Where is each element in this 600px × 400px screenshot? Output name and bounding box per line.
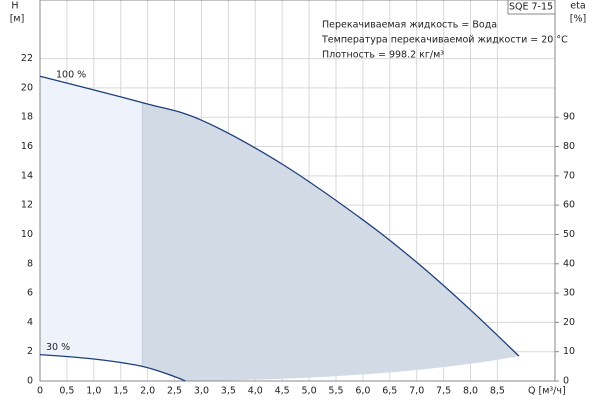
y-tick-label: 12 bbox=[21, 200, 33, 211]
x-tick-label: 7,5 bbox=[436, 386, 451, 397]
x-tick-label: 3,5 bbox=[221, 386, 236, 397]
x-tick-label: 4,5 bbox=[275, 386, 290, 397]
y-unit: [м] bbox=[10, 14, 25, 25]
y2-tick-label: 20 bbox=[563, 317, 575, 328]
curve bbox=[39, 75, 520, 357]
info-line: Температура перекачиваемой жидкости = 20… bbox=[321, 35, 568, 46]
y-tick-label: 14 bbox=[21, 170, 33, 181]
operating-area bbox=[40, 76, 143, 367]
x-tick-label: 2,0 bbox=[140, 386, 155, 397]
operating-area bbox=[142, 102, 519, 381]
x-tick-label: 5,0 bbox=[302, 386, 317, 397]
y2-tick-label: 10 bbox=[563, 346, 575, 357]
y-tick-label: 6 bbox=[27, 288, 33, 299]
curve-label: 100 % bbox=[56, 70, 86, 81]
y-tick-label: 0 bbox=[27, 376, 33, 387]
model: SQE 7-15 bbox=[509, 2, 553, 13]
y2-tick-label: 30 bbox=[563, 288, 575, 299]
y2-tick-label: 80 bbox=[563, 141, 575, 152]
y2-tick-label: 60 bbox=[563, 200, 575, 211]
x-tick-label: 1,5 bbox=[113, 386, 128, 397]
y-tick-label: 4 bbox=[27, 317, 33, 328]
x-tick-label: 0 bbox=[37, 386, 43, 397]
y2-tick-label: 90 bbox=[563, 112, 575, 123]
y2-tick-label: 70 bbox=[563, 170, 575, 181]
y-tick-label: 20 bbox=[21, 82, 33, 93]
info-line: Плотность = 998.2 кг/м³ bbox=[322, 50, 444, 61]
x-tick-label: 8,0 bbox=[463, 386, 478, 397]
curve bbox=[39, 353, 186, 382]
y2-label: eta bbox=[570, 1, 585, 12]
x-tick-label: 1,0 bbox=[86, 386, 101, 397]
x-tick-label: 8,5 bbox=[490, 386, 505, 397]
x-tick-label: 0,5 bbox=[59, 386, 74, 397]
y-tick-label: 18 bbox=[21, 112, 33, 123]
model-box bbox=[507, 0, 556, 15]
y-label: H bbox=[11, 1, 18, 12]
x-tick-label: 2,5 bbox=[167, 386, 182, 397]
x-label: Q [м³/ч] bbox=[528, 386, 566, 397]
y2-tick-label: 40 bbox=[563, 258, 575, 269]
y2-tick-label: 50 bbox=[563, 229, 575, 240]
curve-label: 30 % bbox=[46, 342, 70, 353]
x-tick-label: 5,5 bbox=[328, 386, 343, 397]
x-tick-label: 4,0 bbox=[248, 386, 263, 397]
x-tick-label: 7,0 bbox=[409, 386, 424, 397]
y-tick-label: 8 bbox=[27, 258, 33, 269]
info-line: Перекачиваемая жидкость = Вода bbox=[322, 20, 497, 31]
x-tick-label: 3,0 bbox=[194, 386, 209, 397]
y2-tick-label: 0 bbox=[563, 376, 569, 387]
y-tick-label: 10 bbox=[21, 229, 33, 240]
plot-frame bbox=[39, 0, 556, 382]
y-tick-label: 2 bbox=[27, 346, 33, 357]
y-tick-label: 16 bbox=[21, 141, 33, 152]
y-tick-label: 22 bbox=[21, 53, 33, 64]
x-tick-label: 6,0 bbox=[355, 386, 370, 397]
y2-unit: [%] bbox=[570, 14, 586, 25]
x-tick-label: 6,5 bbox=[382, 386, 397, 397]
